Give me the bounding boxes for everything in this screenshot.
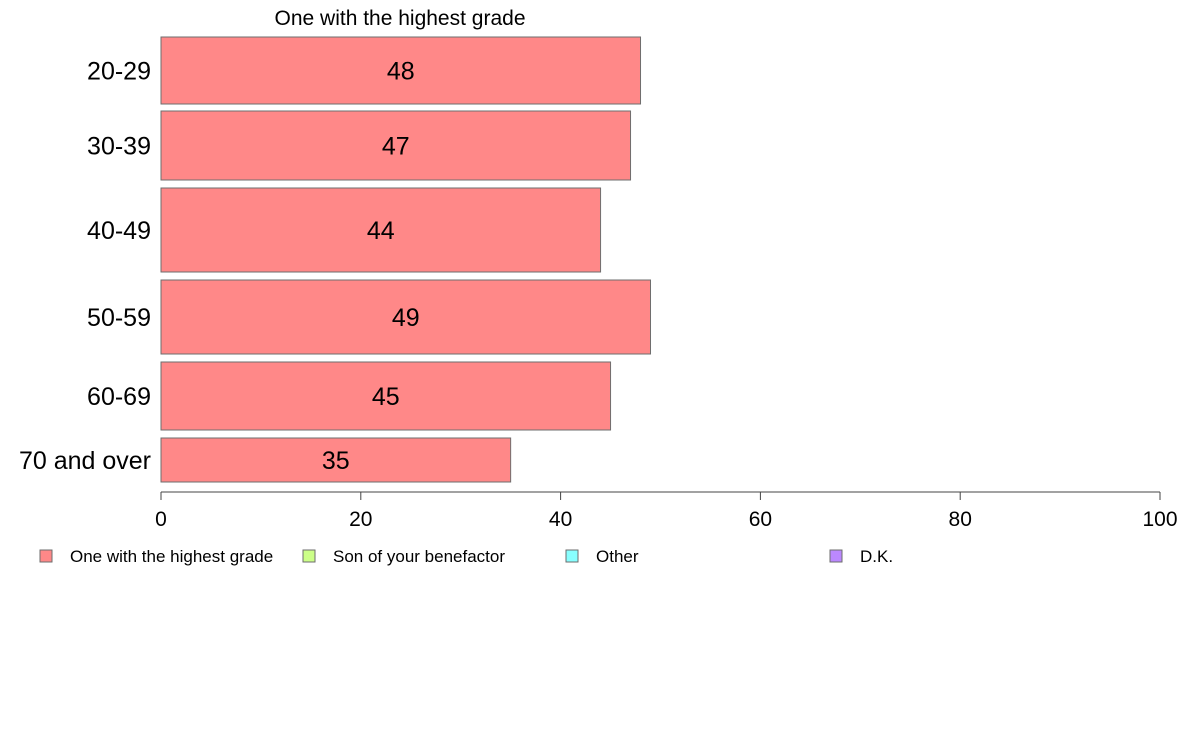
- x-tick-label: 80: [949, 508, 972, 531]
- category-label: 20-29: [87, 58, 151, 86]
- bars-group: 48 20-29 47 30-39 44 40-49 49 50-59 45 60-69 35 70 …: [19, 36, 652, 483]
- x-tick-label: 40: [549, 508, 572, 531]
- data-label: 44: [367, 217, 395, 245]
- bar-20-29: [160, 36, 642, 105]
- legend-swatch: [829, 549, 843, 563]
- bar-30-39: [160, 110, 632, 181]
- x-axis: 0 20 40 60 80 100: [155, 491, 1178, 531]
- legend-label: D.K.: [860, 547, 893, 566]
- legend-swatch: [39, 549, 53, 563]
- category-label: 60-69: [87, 383, 151, 411]
- legend-label: Son of your benefactor: [333, 547, 505, 566]
- bar-60-69: [160, 361, 612, 431]
- x-tick-label: 0: [155, 508, 167, 531]
- legend-label: One with the highest grade: [70, 547, 273, 566]
- category-label: 70 and over: [19, 447, 151, 475]
- chart-title: One with the highest grade: [275, 7, 526, 30]
- x-tick-label: 100: [1142, 508, 1177, 531]
- data-label: 35: [322, 447, 350, 475]
- x-tick-label: 60: [749, 508, 772, 531]
- category-label: 40-49: [87, 217, 151, 245]
- legend: One with the highest grade Son of your be…: [39, 547, 893, 566]
- bar-50-59: [160, 279, 652, 355]
- bar-40-49: [160, 187, 602, 273]
- x-tick-label: 20: [349, 508, 372, 531]
- category-label: 50-59: [87, 304, 151, 332]
- data-label: 48: [387, 58, 415, 86]
- legend-swatch: [565, 549, 579, 563]
- legend-label: Other: [596, 547, 639, 566]
- category-label: 30-39: [87, 133, 151, 161]
- legend-swatch: [302, 549, 316, 563]
- bar-70-and-over: [160, 437, 512, 483]
- data-label: 49: [392, 304, 420, 332]
- data-label: 45: [372, 383, 400, 411]
- data-label: 47: [382, 133, 410, 161]
